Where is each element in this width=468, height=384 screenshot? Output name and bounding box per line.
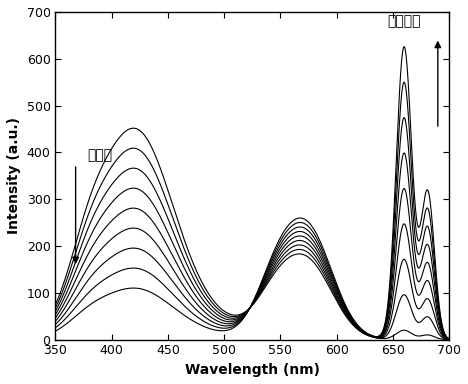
Y-axis label: Intensity (a.u.): Intensity (a.u.): [7, 117, 21, 234]
Text: 克伦特罗: 克伦特罗: [387, 14, 421, 28]
X-axis label: Wavelength (nm): Wavelength (nm): [185, 363, 320, 377]
Text: 四环素: 四环素: [87, 148, 112, 162]
